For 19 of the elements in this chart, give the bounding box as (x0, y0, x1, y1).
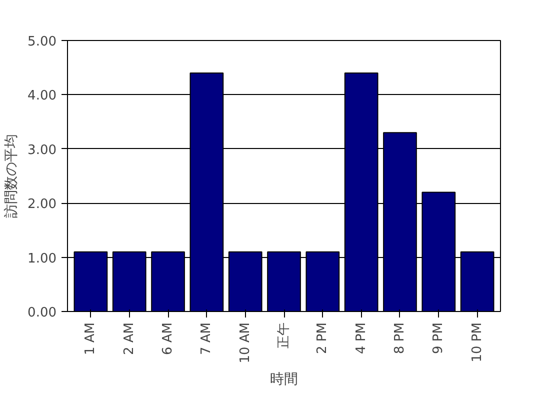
y-tick-label: 4.00 (28, 88, 57, 104)
x-axis-title: 時間 (270, 371, 298, 388)
x-tick-label: 4 PM (354, 322, 369, 354)
x-tick-label: 8 PM (392, 322, 408, 354)
x-tick-label: 1 AM (83, 322, 98, 356)
x-tick-label: 2 PM (315, 322, 330, 354)
x-tick-label: 2 AM (122, 322, 137, 356)
y-tick-label: 0.00 (28, 306, 57, 320)
x-tick-label: 10 PM (470, 322, 485, 362)
x-tick-label: 正午 (276, 322, 292, 348)
x-tick-label: 6 AM (160, 322, 176, 356)
y-tick-label: 5.00 (28, 34, 57, 50)
y-tick-label: 3.00 (28, 142, 57, 158)
x-tick-label: 9 PM (431, 322, 446, 354)
x-tick-label: 7 AM (199, 322, 214, 356)
y-tick-label: 1.00 (28, 251, 57, 266)
x-tick-label: 10 AM (238, 322, 253, 364)
y-axis-title: 訪問数の平均 (4, 134, 20, 218)
y-tick-label: 2.00 (28, 197, 57, 212)
